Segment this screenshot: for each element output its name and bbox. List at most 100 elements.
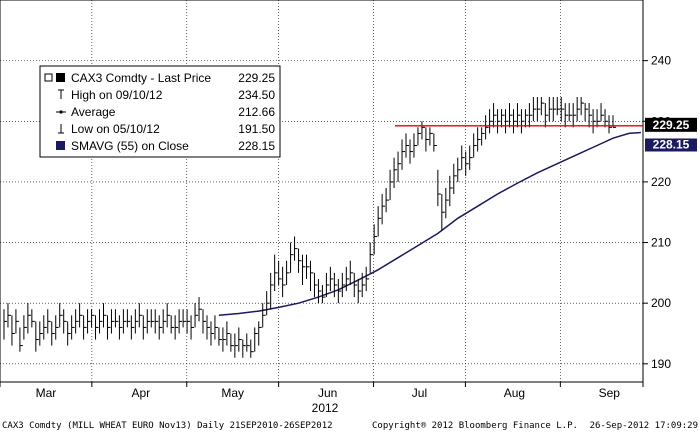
price-bar xyxy=(429,127,433,146)
price-bar xyxy=(305,254,310,279)
legend-row: SMAVG (55) on Close 228.15 xyxy=(56,139,275,153)
price-bar xyxy=(226,321,230,346)
last-price-tag-bg xyxy=(645,117,697,132)
price-bar xyxy=(174,315,179,340)
price-bar xyxy=(373,224,378,255)
price-bar xyxy=(385,187,390,213)
price-bar xyxy=(274,254,278,292)
price-bar xyxy=(19,327,23,352)
price-bar xyxy=(437,169,441,207)
price-bar xyxy=(501,109,505,128)
price-bar xyxy=(63,309,67,334)
price-bar xyxy=(489,109,493,134)
price-bar xyxy=(369,242,374,273)
price-bar xyxy=(568,103,573,122)
price-bar xyxy=(485,115,489,140)
price-bar xyxy=(99,309,103,334)
price-bar xyxy=(114,309,119,328)
price-bar xyxy=(497,109,501,134)
legend-label: Low on 05/10/12 xyxy=(71,122,160,136)
price-bar xyxy=(118,315,123,340)
price-bar xyxy=(242,339,246,358)
x-axis-ticks: Mar Apr May Jun Jul Aug Sep xyxy=(0,382,644,400)
price-bar xyxy=(71,315,75,340)
price-bars xyxy=(3,97,616,358)
legend-swatch-sma xyxy=(56,141,65,150)
price-bar xyxy=(134,309,139,334)
price-bar xyxy=(218,327,222,346)
price-bar xyxy=(465,151,469,176)
price-bar xyxy=(473,133,477,158)
price-bar xyxy=(321,284,326,304)
price-bar xyxy=(604,109,609,128)
price-bar xyxy=(377,206,382,237)
price-bar xyxy=(35,321,39,352)
price-bar xyxy=(361,272,366,298)
price-bar xyxy=(505,109,509,134)
price-bar xyxy=(170,315,175,334)
price-bar xyxy=(130,315,135,340)
price-bar xyxy=(401,139,406,170)
price-bar xyxy=(126,309,131,328)
x-tick-label: Apr xyxy=(132,386,151,400)
x-tick-label: Jul xyxy=(412,386,427,400)
y-tick-label: 210 xyxy=(651,236,671,250)
legend-row: Low on 05/10/12 191.50 xyxy=(58,122,275,136)
legend-label: High on 09/10/12 xyxy=(71,88,163,102)
price-bar xyxy=(524,109,529,128)
price-bar xyxy=(190,315,195,340)
price-bar xyxy=(210,321,214,346)
price-bar xyxy=(588,103,593,128)
legend: CAX3 Comdty - Last Price 229.25 High on 09… xyxy=(39,65,281,158)
legend-value: 229.25 xyxy=(238,71,275,85)
legend-swatch-price xyxy=(56,73,65,82)
price-bar xyxy=(441,194,445,231)
price-bar xyxy=(110,309,115,334)
last-price-tag-label: 229.25 xyxy=(653,118,690,132)
price-bar xyxy=(381,194,386,225)
price-bar xyxy=(59,303,63,328)
price-bar xyxy=(449,175,453,207)
price-bar xyxy=(198,297,203,322)
price-bar xyxy=(560,97,565,122)
legend-value: 228.15 xyxy=(238,139,275,153)
price-bar xyxy=(584,103,589,122)
price-bar xyxy=(544,103,549,128)
price-bar xyxy=(75,309,79,334)
price-bar xyxy=(158,315,163,340)
footer-center: Copyright® 2012 Bloomberg Finance L.P. xyxy=(372,421,578,431)
y-axis-ticks: 190200210220230240 xyxy=(643,54,671,371)
legend-value: 234.50 xyxy=(238,88,275,102)
price-bar xyxy=(234,333,238,358)
legend-box xyxy=(39,65,281,158)
price-bar xyxy=(194,303,199,328)
price-tags: 229.25 228.15 xyxy=(645,117,697,152)
price-bar xyxy=(206,315,210,340)
price-bar xyxy=(214,315,218,340)
price-bar xyxy=(15,309,19,334)
price-bar xyxy=(146,309,151,334)
price-bar xyxy=(409,139,413,164)
price-bar xyxy=(162,309,167,334)
price-bar xyxy=(461,145,465,170)
price-bar xyxy=(122,309,127,334)
price-bar xyxy=(83,315,87,340)
price-bar xyxy=(353,272,358,298)
price-bar xyxy=(433,133,437,152)
price-bar xyxy=(397,151,402,182)
price-bar xyxy=(481,127,485,146)
price-bar xyxy=(532,97,537,122)
price-bar xyxy=(417,127,421,146)
price-bar xyxy=(608,115,613,134)
price-bar xyxy=(512,109,517,134)
price-bar xyxy=(552,97,557,122)
price-bar xyxy=(548,97,553,122)
price-bar xyxy=(67,321,71,346)
price-bar xyxy=(23,315,27,340)
price-bar xyxy=(11,315,15,346)
price-bar xyxy=(469,145,473,170)
sma-tag-bg xyxy=(645,138,697,152)
legend-label: SMAVG (55) on Close xyxy=(71,139,189,153)
price-bar xyxy=(55,315,59,340)
